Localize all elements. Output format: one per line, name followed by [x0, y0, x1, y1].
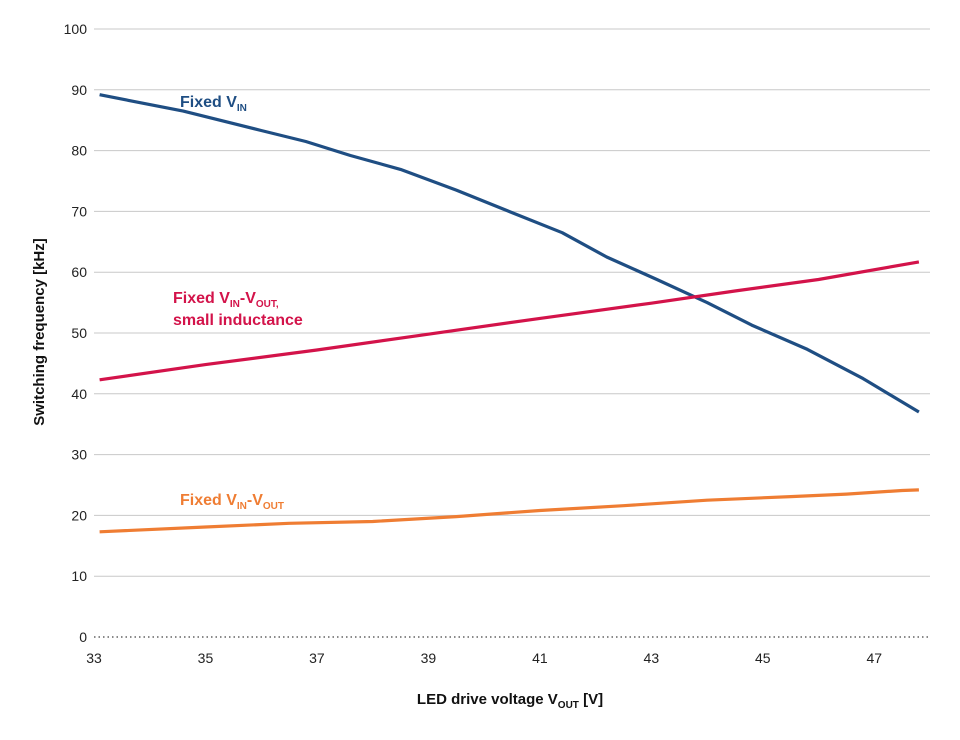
x-tick-label: 35: [198, 650, 214, 666]
y-tick-label: 0: [79, 629, 87, 645]
y-tick-label: 40: [71, 386, 87, 402]
x-tick-label: 47: [866, 650, 882, 666]
series-label-2: Fixed VIN-VOUT,: [173, 290, 279, 310]
series-label-3: Fixed VIN-VOUT: [180, 492, 284, 512]
y-tick-label: 30: [71, 447, 87, 463]
x-tick-label: 41: [532, 650, 548, 666]
series-label-1: Fixed VIN: [180, 94, 247, 114]
y-tick-label: 10: [71, 568, 87, 584]
y-tick-label: 100: [64, 21, 88, 37]
y-tick-label: 70: [71, 203, 87, 219]
series-label-2-line2: small inductance: [173, 312, 303, 329]
y-tick-label: 20: [71, 507, 87, 523]
y-tick-label: 60: [71, 264, 87, 280]
x-tick-label: 37: [309, 650, 325, 666]
x-tick-labels: 33 35 37 39 41 43 45 47: [86, 650, 882, 666]
y-tick-label: 90: [71, 82, 87, 98]
series-line-1: [99, 93, 920, 414]
y-tick-label: 80: [71, 143, 87, 159]
x-axis-title: LED drive voltage VOUT [V]: [417, 691, 603, 711]
y-tick-label: 50: [71, 325, 87, 341]
y-axis-title: Switching frequency [kHz]: [31, 238, 48, 426]
x-tick-label: 39: [421, 650, 437, 666]
grid-lines: [94, 28, 930, 638]
series-line-2: [99, 260, 920, 382]
series-line-3: [99, 488, 919, 534]
x-tick-label: 33: [86, 650, 102, 666]
x-tick-label: 45: [755, 650, 771, 666]
x-tick-label: 43: [644, 650, 660, 666]
series-lines: [99, 93, 920, 534]
y-tick-labels: 0 10 20 30 40 50 60 70 80 90 100: [64, 21, 88, 645]
series-labels: Fixed VIN Fixed VIN-VOUT, small inductance…: [173, 94, 303, 512]
